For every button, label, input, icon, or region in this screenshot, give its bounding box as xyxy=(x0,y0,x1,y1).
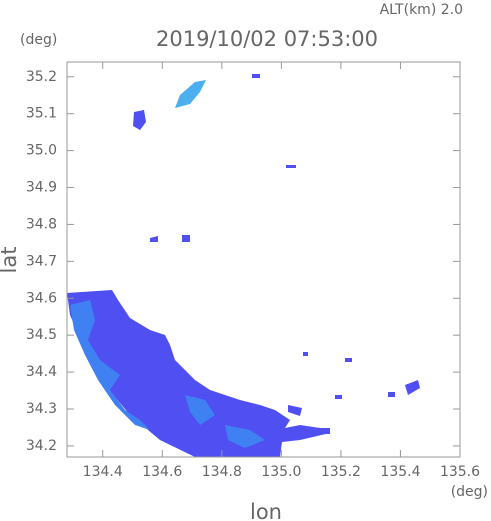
x-tick-label: 135.4 xyxy=(380,464,420,480)
y-label: lat xyxy=(0,247,21,274)
x-tick-label: 134.6 xyxy=(142,464,182,480)
y-tick-label: 34.7 xyxy=(26,253,57,269)
x-tick-label: 135.2 xyxy=(321,464,361,480)
y-tick-label: 34.3 xyxy=(26,401,57,417)
plot-frame xyxy=(66,61,461,458)
y-tick-label: 34.8 xyxy=(26,216,57,232)
y-tick-label: 35.1 xyxy=(26,106,57,122)
x-tick-label: 135.6 xyxy=(440,464,480,480)
radar-echo xyxy=(67,74,420,457)
y-tick-label: 34.4 xyxy=(26,364,57,380)
y-tick-label: 34.9 xyxy=(26,180,57,196)
y-tick-label: 34.6 xyxy=(26,290,57,306)
y-tick-label: 34.2 xyxy=(26,438,57,454)
y-unit: (deg) xyxy=(20,32,57,48)
y-tick-label: 34.5 xyxy=(26,327,57,343)
x-tick-label: 134.8 xyxy=(202,464,242,480)
x-label: lon xyxy=(250,500,282,521)
x-tick-label: 134.4 xyxy=(83,464,123,480)
y-tick-label: 35.0 xyxy=(26,143,57,159)
y-tick-label: 35.2 xyxy=(26,69,57,85)
x-unit: (deg) xyxy=(451,484,488,500)
x-tick-label: 135.0 xyxy=(261,464,301,480)
chart-title: 2019/10/02 07:53:00 xyxy=(156,27,378,51)
subtitle: ALT(km) 2.0 xyxy=(380,2,463,18)
